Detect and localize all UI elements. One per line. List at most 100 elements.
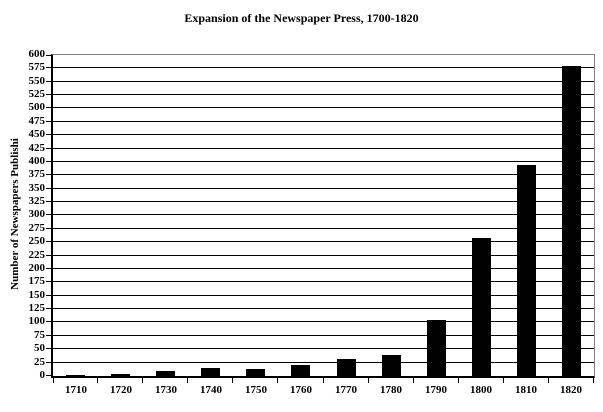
- x-axis-tick-label: 1810: [515, 384, 537, 396]
- x-axis-tick-mark: [53, 378, 54, 383]
- y-axis-tick-label: 575: [28, 61, 46, 73]
- x-axis-tick-label: 1740: [200, 384, 222, 396]
- bar-1780: [382, 355, 401, 376]
- x-axis-tick-mark: [503, 378, 504, 383]
- y-axis-tick-mark: [46, 295, 51, 296]
- y-axis-tick-label: 175: [28, 275, 46, 287]
- y-axis-tick-mark: [46, 241, 51, 242]
- gridline: [53, 148, 594, 149]
- gridline: [53, 295, 594, 296]
- y-axis-tick-mark: [46, 335, 51, 336]
- x-axis-tick-mark: [548, 378, 549, 383]
- y-axis-tick-mark: [46, 134, 51, 135]
- plot-area: [46, 54, 595, 383]
- gridline: [53, 81, 594, 82]
- y-axis-tick-label: 425: [28, 142, 46, 154]
- gridline: [53, 241, 594, 242]
- chart-title: Expansion of the Newspaper Press, 1700-1…: [184, 11, 419, 25]
- x-axis-tick-mark: [142, 378, 143, 383]
- y-axis-tick-mark: [46, 67, 51, 68]
- y-axis-tick-label: 525: [28, 88, 46, 100]
- gridline: [53, 214, 594, 215]
- x-axis-tick-mark: [97, 378, 98, 383]
- y-axis-tick-label: 500: [28, 101, 46, 113]
- x-axis-tick-label: 1760: [290, 384, 312, 396]
- bar-1750: [246, 369, 265, 376]
- x-axis-tick-label: 1720: [110, 384, 132, 396]
- bar-1710: [66, 375, 85, 376]
- y-axis-tick-mark: [46, 268, 51, 269]
- y-axis-tick-mark: [46, 148, 51, 149]
- gridline: [53, 362, 594, 363]
- bar-1790: [427, 320, 446, 376]
- gridline: [53, 107, 594, 108]
- gridline: [53, 161, 594, 162]
- y-axis-tick-label: 275: [28, 222, 46, 234]
- y-axis-tick-label: 25: [34, 356, 45, 368]
- y-axis-tick-mark: [46, 321, 51, 322]
- y-axis-tick-label: 150: [28, 289, 46, 301]
- bar-1800: [472, 238, 491, 376]
- y-axis-tick-mark: [46, 174, 51, 175]
- gridline: [53, 174, 594, 175]
- y-axis-tick-mark: [46, 188, 51, 189]
- y-axis-tick-mark: [46, 201, 51, 202]
- y-axis-tick-label: 400: [28, 155, 46, 167]
- y-axis-tick-label: 375: [28, 168, 46, 180]
- x-axis-tick-label: 1800: [470, 384, 492, 396]
- x-axis-tick-label: 1750: [245, 384, 267, 396]
- gridline: [53, 94, 594, 95]
- gridline: [53, 348, 594, 349]
- y-axis-tick-label: 450: [28, 128, 46, 140]
- y-axis-tick-mark: [46, 214, 51, 215]
- y-axis-tick-label: 300: [28, 208, 46, 220]
- gridline: [53, 228, 594, 229]
- y-axis-tick-label: 200: [28, 262, 46, 274]
- gridline: [53, 335, 594, 336]
- y-axis-tick-label: 125: [28, 302, 46, 314]
- gridline: [53, 255, 594, 256]
- bar-1770: [337, 359, 356, 376]
- y-axis-tick-label: 600: [28, 48, 46, 60]
- x-axis-tick-mark: [187, 378, 188, 383]
- y-axis-tick-label: 250: [28, 235, 46, 247]
- y-axis-tick-mark: [46, 348, 51, 349]
- y-axis-tick-mark: [46, 228, 51, 229]
- gridline: [53, 134, 594, 135]
- bar-1810: [517, 165, 536, 376]
- bar-1720: [111, 374, 130, 376]
- gridline: [53, 268, 594, 269]
- bar-1760: [291, 365, 310, 376]
- x-axis-tick-label: 1820: [560, 384, 582, 396]
- y-axis-tick-mark: [46, 375, 51, 376]
- x-axis-tick-label: 1710: [65, 384, 87, 396]
- y-axis-tick-mark: [46, 107, 51, 108]
- x-axis-tick-mark: [232, 378, 233, 383]
- x-axis-tick-mark: [413, 378, 414, 383]
- y-axis-tick-mark: [46, 94, 51, 95]
- y-axis-tick-label: 100: [28, 315, 46, 327]
- x-axis-tick-mark: [277, 378, 278, 383]
- bar-1730: [156, 371, 175, 376]
- x-axis-tick-label: 1780: [380, 384, 402, 396]
- y-axis-tick-label: 350: [28, 182, 46, 194]
- y-axis-tick-mark: [46, 55, 51, 56]
- y-axis-tick-mark: [46, 362, 51, 363]
- x-axis-tick-label: 1790: [425, 384, 447, 396]
- gridline: [53, 67, 594, 68]
- gridline: [53, 321, 594, 322]
- y-axis-tick-mark: [46, 281, 51, 282]
- y-axis-tick-label: 0: [39, 369, 46, 381]
- y-axis-tick-mark: [46, 161, 51, 162]
- y-axis-tick-mark: [46, 255, 51, 256]
- y-axis-tick-mark: [46, 81, 51, 82]
- x-axis-tick-mark: [323, 378, 324, 383]
- y-axis-tick-label: 50: [34, 342, 45, 354]
- gridline: [53, 281, 594, 282]
- y-axis-tick-label: 75: [34, 329, 45, 341]
- y-axis-tick-label: 475: [28, 115, 46, 127]
- y-axis-tick-label: 225: [28, 249, 46, 261]
- y-axis-tick-mark: [46, 121, 51, 122]
- x-axis-tick-label: 1770: [335, 384, 357, 396]
